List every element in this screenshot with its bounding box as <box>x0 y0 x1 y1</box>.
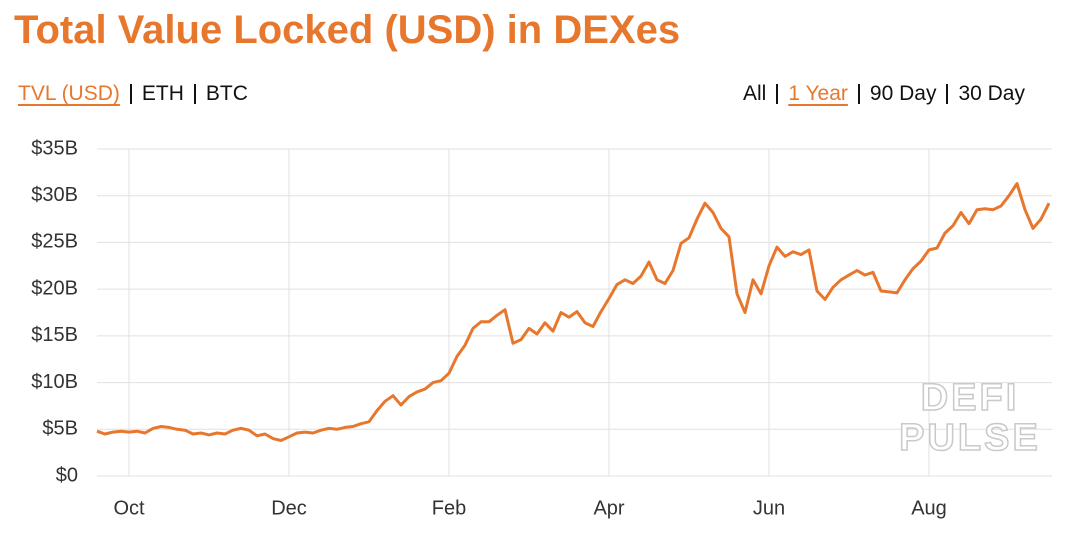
x-tick-label: Apr <box>593 497 624 519</box>
range-tab[interactable]: 1 Year <box>776 83 858 104</box>
metric-tab[interactable]: TVL (USD) <box>18 82 120 105</box>
x-tick-label: Aug <box>911 497 947 519</box>
x-tick-label: Oct <box>113 497 145 519</box>
watermark-text: PULSE <box>899 417 1041 459</box>
y-tick-label: $10B <box>31 371 78 393</box>
y-tick-label: $15B <box>31 324 78 346</box>
line <box>96 182 1051 442</box>
range-tab[interactable]: 90 Day <box>857 83 947 104</box>
chart-title: Total Value Locked (USD) in DEXes <box>14 8 681 52</box>
y-tick-label: $20B <box>31 277 78 299</box>
metric-tab[interactable]: ETH <box>129 83 194 104</box>
y-tick-label: $25B <box>31 231 78 253</box>
range-tab[interactable]: All <box>742 82 767 105</box>
y-tick-label: $0 <box>56 464 78 486</box>
x-tick-label: Jun <box>753 497 785 519</box>
metric-tabs: TVL (USD) ETH BTC <box>18 82 248 105</box>
watermark: DEFI PULSE <box>898 376 1041 460</box>
watermark-text: DEFI <box>921 377 1020 419</box>
y-tick-label: $35B <box>31 137 78 159</box>
range-tab[interactable]: 30 Day <box>946 83 1025 104</box>
range-tabs: All 1 Year 90 Day 30 Day <box>742 82 1025 105</box>
y-tick-label: $30B <box>31 184 78 206</box>
y-tick-label: $5B <box>42 418 78 440</box>
x-tick-label: Dec <box>271 497 307 519</box>
metric-tab[interactable]: BTC <box>193 83 248 104</box>
x-tick-label: Feb <box>432 497 466 519</box>
